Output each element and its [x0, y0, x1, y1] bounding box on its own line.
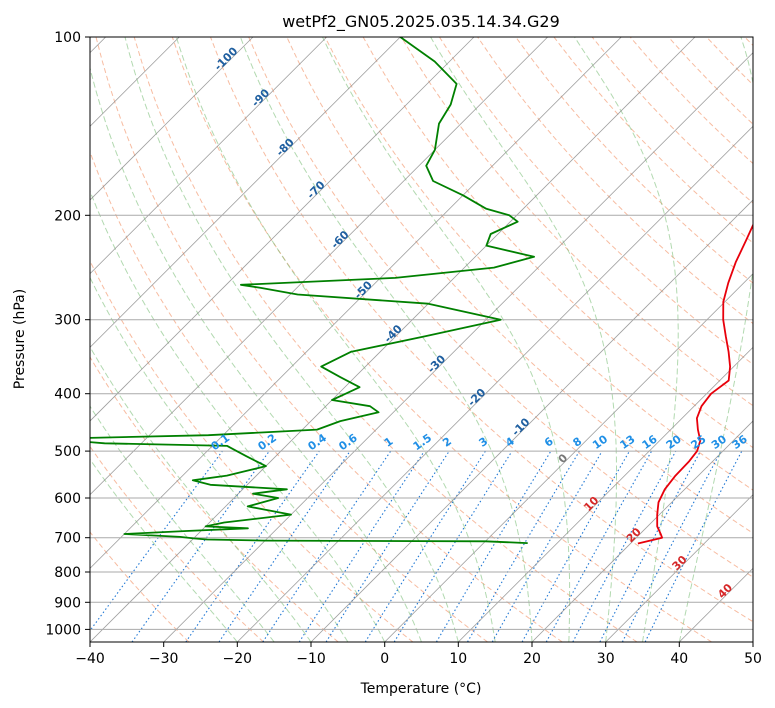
y-tick-label: 200 — [54, 208, 81, 224]
isotherm-line — [90, 37, 475, 422]
x-tick-label: −40 — [75, 651, 105, 667]
dry-adiabat-line — [248, 37, 753, 578]
moist-adiabat-line — [175, 37, 496, 642]
mixing-ratio-line — [545, 450, 653, 642]
moist-adiabat-line — [90, 405, 275, 642]
plot-frame — [89, 36, 754, 643]
dry-adiabat-line — [133, 37, 638, 642]
dry-adiabat-line — [400, 37, 753, 407]
x-tick-label: −20 — [223, 651, 253, 667]
mixing-ratio-line — [521, 450, 630, 642]
mixing-ratio-lines — [90, 450, 743, 642]
mixing-ratio-line — [218, 450, 351, 642]
x-tick-label: 20 — [523, 651, 541, 667]
moist-adiabat-line — [239, 37, 533, 642]
chart-title: wetPf2_GN05.2025.035.14.34.G29 — [282, 12, 560, 32]
moist-adiabat-line — [90, 276, 349, 642]
dry-adiabat-line — [90, 150, 488, 642]
x-tick-label: −30 — [149, 651, 179, 667]
dry-adiabat-line — [90, 445, 264, 642]
isotherm-line — [90, 37, 327, 275]
dry-adiabat-line — [90, 531, 190, 642]
isotherm-line — [90, 37, 622, 569]
dry-adiabat-line — [324, 37, 753, 491]
dewpoint-profile-line — [90, 37, 535, 544]
y-tick-label: 700 — [54, 531, 81, 547]
dry-adiabat-line — [95, 37, 563, 642]
moist-adiabat-line — [90, 65, 422, 642]
y-tick-label: 100 — [54, 30, 81, 46]
isotherm-line — [90, 37, 254, 201]
isotherm-line — [90, 37, 696, 642]
y-tick-label: 900 — [54, 595, 81, 611]
mixing-ratio-line — [572, 450, 677, 642]
y-tick-label: 800 — [54, 565, 81, 581]
isobar-gridlines — [90, 37, 753, 630]
x-tick-label: 0 — [380, 651, 389, 667]
isotherm-line — [90, 37, 548, 496]
isotherm-line — [531, 420, 753, 642]
moist-adiabat-line — [124, 37, 459, 642]
moist-adiabat-line — [90, 189, 386, 642]
mixing-ratio-line — [325, 450, 450, 642]
x-tick-label: −10 — [296, 651, 326, 667]
mixing-ratio-line — [90, 450, 223, 632]
dry-adiabat-line — [210, 37, 753, 623]
dry-adiabat-line — [438, 37, 753, 366]
x-axis-label: Temperature (°C) — [360, 681, 482, 697]
mixing-ratio-line — [131, 450, 270, 642]
mixing-ratio-line — [262, 450, 392, 642]
temperature-profile-line — [637, 223, 753, 545]
y-axis-label: Pressure (hPa) — [12, 289, 28, 389]
moist-adiabat-line — [678, 37, 753, 642]
x-tick-label: 30 — [597, 651, 615, 667]
isotherm-line — [605, 494, 753, 642]
y-tick-label: 1000 — [45, 622, 81, 638]
dry-adiabat-line — [90, 356, 339, 642]
y-tick-label: 300 — [54, 313, 81, 329]
x-tick-label: 40 — [670, 651, 688, 667]
x-tick-label: 10 — [449, 651, 467, 667]
moist-adiabat-line — [430, 37, 617, 642]
x-tick-label: 50 — [744, 651, 762, 667]
moist-adiabats — [90, 37, 753, 642]
isotherm-line — [458, 346, 753, 642]
dry-adiabat-line — [171, 37, 712, 642]
y-tick-label: 400 — [54, 387, 81, 403]
isotherm-line — [90, 37, 401, 348]
y-axis-ticks: 100 200 300 400 500 600 700 800 900 1000 — [45, 30, 90, 638]
dry-adiabat-line — [515, 37, 753, 284]
mixing-ratio-line — [644, 450, 743, 642]
moist-adiabat-line — [322, 37, 571, 642]
sounding-series — [90, 37, 753, 545]
moist-adiabat-line — [90, 345, 312, 642]
mixing-ratio-line — [185, 450, 320, 642]
y-tick-label: 500 — [54, 444, 81, 460]
y-tick-label: 600 — [54, 491, 81, 507]
mixing-ratio-line — [298, 450, 425, 642]
mixing-ratio-line — [393, 450, 513, 642]
x-axis-ticks: −40 −30 −20 −10 0 10 20 30 40 50 — [75, 642, 762, 667]
moist-adiabat-line — [90, 458, 238, 642]
